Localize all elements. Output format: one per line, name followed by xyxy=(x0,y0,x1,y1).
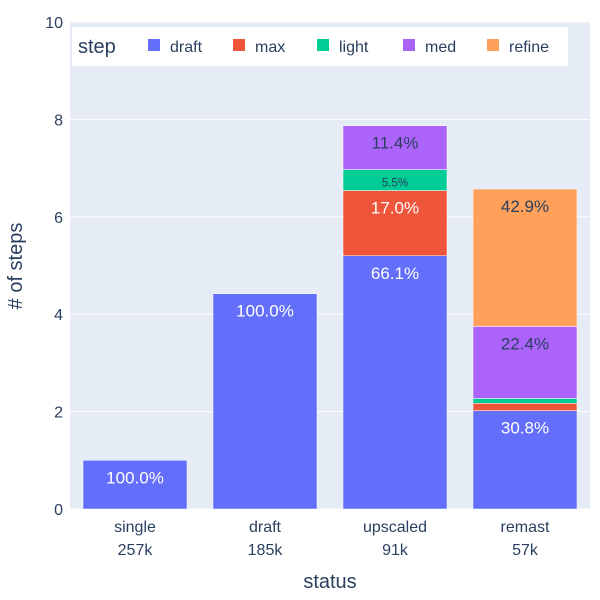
x-tick-label: single xyxy=(114,519,156,536)
bar-label-max-upscaled: 17.0% xyxy=(371,199,419,218)
legend[interactable]: step draft max light med refine xyxy=(72,27,568,66)
legend-title: step xyxy=(78,36,116,58)
y-tick-label: 4 xyxy=(54,307,63,324)
x-tick-label: remast xyxy=(501,519,550,536)
x-tick-label: upscaled xyxy=(363,519,427,536)
y-tick-label: 10 xyxy=(45,15,63,32)
bar-label-draft-single: 100.0% xyxy=(106,468,164,487)
bars xyxy=(82,125,578,510)
legend-label-draft: draft xyxy=(170,39,203,56)
legend-swatch-draft xyxy=(148,39,160,51)
bar-max-upscaled[interactable] xyxy=(342,190,448,257)
x-tick-label: draft xyxy=(249,519,282,536)
bar-draft-single[interactable] xyxy=(82,460,188,510)
bar-draft-upscaled[interactable] xyxy=(342,255,448,510)
legend-item-max[interactable]: max xyxy=(233,39,285,56)
y-tick-label: 8 xyxy=(54,112,63,129)
x-tick-count: 185k xyxy=(248,542,284,559)
bar-med-remast[interactable] xyxy=(472,326,578,399)
legend-item-draft[interactable]: draft xyxy=(148,39,203,56)
y-axis-title: # of steps xyxy=(5,223,27,310)
legend-items[interactable]: draft max light med refine xyxy=(148,39,549,56)
bar-labels: 100.0% 100.0% 66.1% 30.8% 17.0% 5.5% 11.4% 22.4… xyxy=(106,134,549,488)
bar-label-refine-remast: 42.9% xyxy=(501,197,549,216)
bar-label-med-remast: 22.4% xyxy=(501,334,549,353)
y-tick-label: 0 xyxy=(54,502,63,519)
legend-swatch-med xyxy=(403,39,415,51)
legend-item-refine[interactable]: refine xyxy=(487,39,549,56)
bar-refine-remast[interactable] xyxy=(472,188,578,327)
legend-item-med[interactable]: med xyxy=(403,39,456,56)
bar-label-draft-remast: 30.8% xyxy=(501,419,549,438)
bar-max-remast[interactable] xyxy=(472,403,578,411)
y-tick-label: 2 xyxy=(54,405,63,422)
bar-light-remast[interactable] xyxy=(472,398,578,404)
x-tick-count: 91k xyxy=(382,542,409,559)
bar-label-draft-draft: 100.0% xyxy=(236,302,294,321)
x-tick-count: 57k xyxy=(512,542,539,559)
y-tick-label: 6 xyxy=(54,210,63,227)
legend-label-med: med xyxy=(425,39,456,56)
legend-swatch-light xyxy=(317,39,329,51)
legend-label-max: max xyxy=(255,39,285,56)
legend-swatch-refine xyxy=(487,39,499,51)
legend-item-light[interactable]: light xyxy=(317,39,369,56)
x-axis-title: status xyxy=(303,571,356,593)
bar-med-upscaled[interactable] xyxy=(342,125,448,170)
bar-label-draft-upscaled: 66.1% xyxy=(371,264,419,283)
y-axis-ticks: 0 2 4 6 8 10 xyxy=(45,15,63,519)
x-tick-count: 257k xyxy=(118,542,154,559)
legend-label-refine: refine xyxy=(509,39,549,56)
bar-label-med-upscaled: 11.4% xyxy=(372,134,419,153)
bar-label-light-upscaled: 5.5% xyxy=(382,178,408,190)
legend-label-light: light xyxy=(339,39,369,56)
bar-draft-draft[interactable] xyxy=(212,293,318,510)
x-axis-ticks: single 257k draft 185k upscaled 91k remast 57k xyxy=(114,519,550,559)
legend-swatch-max xyxy=(233,39,245,51)
